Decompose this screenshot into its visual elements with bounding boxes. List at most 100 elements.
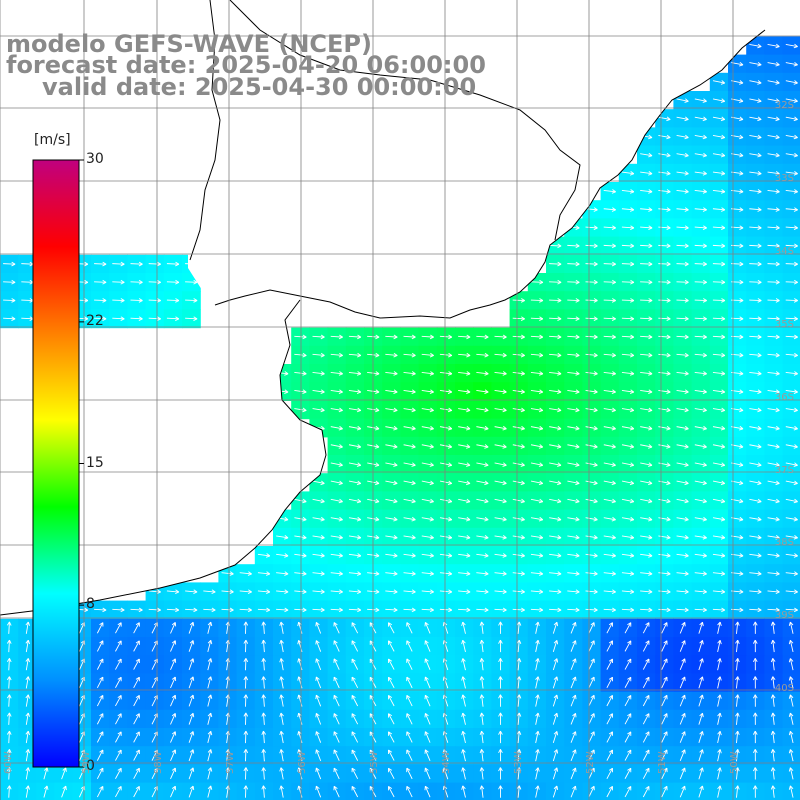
wind-arrow [494, 553, 507, 558]
wind-arrow [530, 352, 544, 358]
wind-arrow [712, 170, 726, 176]
wind-arrow [424, 622, 431, 634]
wind-arrow [476, 553, 489, 558]
colorbar [32, 159, 84, 768]
wind-arrow [133, 713, 140, 725]
wind-arrow [458, 444, 471, 449]
wind-arrow [767, 189, 780, 194]
wind-arrow [785, 243, 798, 249]
wind-arrow [330, 480, 343, 486]
wind-arrow [676, 170, 689, 176]
wind-arrow [25, 639, 31, 653]
wind-arrow [567, 389, 580, 394]
wind-arrow [294, 589, 307, 595]
wind-arrow [403, 334, 416, 340]
wind-arrow [679, 640, 686, 652]
wind-arrow [243, 749, 249, 762]
wind-arrow [567, 607, 580, 613]
wind-arrow [640, 279, 653, 285]
wind-arrow [735, 694, 740, 707]
wind-arrow [658, 298, 671, 303]
wind-arrow [243, 694, 249, 707]
wind-arrow [96, 749, 104, 761]
wind-arrow [676, 189, 689, 194]
wind-arrow [512, 407, 525, 413]
wind-arrow [94, 607, 107, 613]
wind-arrow [749, 571, 762, 576]
wind-arrow [498, 658, 503, 671]
wind-arrow [348, 371, 362, 376]
wind-arrow [312, 498, 325, 504]
wind-arrow [148, 589, 161, 595]
wind-arrow [585, 316, 598, 321]
wind-arrow [421, 589, 434, 595]
wind-arrow [239, 589, 252, 595]
wind-cell [782, 764, 800, 784]
wind-arrow [498, 712, 503, 725]
wind-arrow [567, 425, 580, 431]
wind-arrow [312, 371, 325, 376]
wind-arrow [658, 571, 671, 576]
wind-arrow [749, 298, 762, 303]
wind-arrow [661, 622, 668, 634]
wind-arrow [621, 371, 635, 376]
wind-arrow [640, 316, 653, 321]
wind-arrow [115, 749, 122, 761]
wind-arrow [567, 553, 580, 558]
wind-arrow [261, 749, 266, 762]
wind-arrow [94, 279, 107, 285]
wind-arrow [749, 516, 762, 522]
wind-arrow [658, 243, 671, 249]
wind-arrow [330, 389, 343, 394]
wind-arrow [351, 658, 359, 670]
wind-arrow [387, 695, 395, 707]
wind-arrow [767, 61, 780, 67]
wind-arrow [439, 444, 453, 449]
wind-arrow [661, 713, 668, 725]
wind-arrow [330, 571, 343, 576]
wind-arrow [676, 425, 689, 431]
wind-arrow [567, 352, 580, 358]
wind-arrow [767, 170, 780, 176]
wind-arrow [567, 371, 580, 376]
wind-arrow [170, 694, 177, 707]
wind-arrow [603, 498, 616, 504]
wind-arrow [494, 607, 507, 613]
wind-arrow [585, 225, 598, 231]
wind-arrow [494, 371, 507, 376]
wind-arrow [770, 694, 776, 707]
wind-arrow [115, 658, 122, 670]
wind-arrow [530, 571, 544, 576]
wind-arrow [170, 622, 177, 634]
wind-arrow [421, 407, 434, 413]
wind-arrow [530, 535, 544, 540]
wind-arrow [658, 389, 671, 394]
wind-arrow [512, 316, 525, 321]
wind-arrow [767, 571, 780, 576]
wind-arrow [642, 622, 650, 634]
wind-arrow [439, 589, 453, 595]
wind-arrow [458, 334, 471, 340]
wind-arrow [535, 658, 540, 671]
wind-arrow [588, 658, 595, 670]
wind-arrow [166, 261, 180, 267]
wind-arrow [112, 316, 125, 321]
wind-cell [382, 782, 401, 800]
wind-arrow [621, 498, 635, 504]
wind-arrow [243, 658, 249, 671]
wind-arrow [606, 640, 614, 652]
wind-arrow [698, 731, 704, 743]
wind-arrow [549, 480, 562, 486]
wind-arrow [406, 640, 413, 652]
wind-arrow [603, 316, 616, 321]
wind-arrow [640, 462, 653, 467]
wind-arrow [549, 571, 562, 576]
wind-arrow [640, 261, 653, 267]
wind-arrow [585, 480, 598, 486]
wind-arrow [585, 462, 598, 467]
wind-arrow [385, 535, 398, 540]
wind-arrow [549, 589, 562, 595]
wind-arrow [785, 516, 798, 522]
latitude-label: 40S [774, 683, 794, 694]
wind-arrow [207, 676, 213, 689]
